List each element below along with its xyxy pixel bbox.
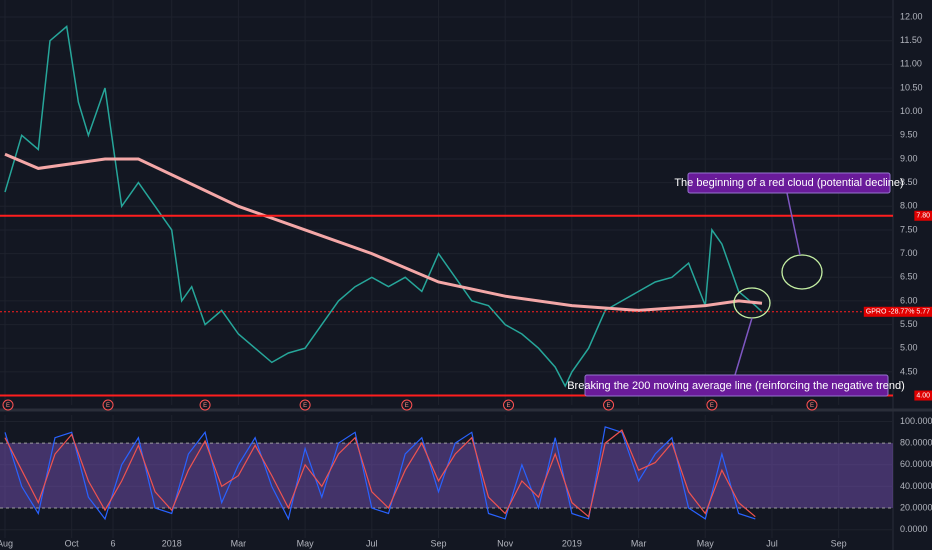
earnings-marker <box>102 399 114 411</box>
x-tick-label: 2018 <box>162 538 182 548</box>
x-tick-label: Jul <box>366 538 378 548</box>
earnings-label: E <box>507 403 511 409</box>
y-tick-label: 0.0000 <box>900 524 928 534</box>
earnings-label: E <box>607 403 611 409</box>
y-tick-label: 7.00 <box>900 248 918 258</box>
earnings-label: E <box>203 403 207 409</box>
x-tick-label: Mar <box>631 538 647 548</box>
y-tick-label: 11.00 <box>900 59 922 69</box>
earnings-marker <box>806 399 818 411</box>
y-tick-label: 11.50 <box>900 35 922 45</box>
price-label: 7.80 <box>916 213 930 220</box>
earnings-label: E <box>710 403 714 409</box>
earnings-marker <box>299 399 311 411</box>
y-tick-label: 9.50 <box>900 130 918 140</box>
earnings-marker <box>706 399 718 411</box>
y-tick-label: 12.00 <box>900 11 923 21</box>
annotation: Breaking the 200 moving average line (re… <box>567 380 905 392</box>
y-tick-label: 9.00 <box>900 153 918 163</box>
x-tick-label: Mar <box>231 538 247 548</box>
series-line <box>4 429 756 518</box>
x-tick-label: Sep <box>430 538 446 548</box>
x-tick-label: May <box>297 538 315 548</box>
earnings-marker <box>603 399 615 411</box>
earnings-marker <box>2 399 14 411</box>
price-label: GPRO -28.77% 5.77 <box>866 309 930 316</box>
x-tick-label: 6 <box>111 538 116 548</box>
price-label-box <box>914 390 932 401</box>
earnings-label: E <box>6 403 10 409</box>
y-tick-label: 60.0000 <box>900 459 932 469</box>
series-line <box>4 426 756 521</box>
annotation-box <box>584 374 889 397</box>
x-tick-label: Nov <box>497 538 514 548</box>
price-label: 4.00 <box>916 392 930 399</box>
earnings-label: E <box>810 403 814 409</box>
x-tick-label: 2019 <box>562 538 582 548</box>
y-tick-label: 8.00 <box>900 201 918 211</box>
earnings-marker <box>503 399 515 411</box>
series-line <box>4 152 763 312</box>
y-tick-label: 80.0000 <box>900 438 932 448</box>
earnings-label: E <box>405 403 409 409</box>
price-label-box <box>914 210 932 221</box>
earnings-label: E <box>106 403 110 409</box>
y-tick-label: 6.00 <box>900 295 918 305</box>
y-tick-label: 20.0000 <box>900 502 932 512</box>
x-tick-label: May <box>697 538 715 548</box>
y-tick-label: 100.0000 <box>900 416 932 426</box>
y-tick-label: 5.00 <box>900 343 918 353</box>
callout-line <box>786 192 801 256</box>
earnings-label: E <box>303 403 307 409</box>
y-tick-label: 5.50 <box>900 319 918 329</box>
x-tick-label: Oct <box>65 538 80 548</box>
stoch-band <box>0 443 893 509</box>
annotation: The beginning of a red cloud (potential … <box>674 177 903 189</box>
y-tick-label: 40.0000 <box>900 481 932 491</box>
annotation-box <box>687 172 891 194</box>
y-tick-label: 10.00 <box>900 106 923 116</box>
y-tick-label: 6.50 <box>900 272 918 282</box>
y-tick-label: 7.50 <box>900 224 918 234</box>
callout-ellipse <box>781 254 823 290</box>
y-tick-label: 8.50 <box>900 177 918 187</box>
earnings-marker <box>401 399 413 411</box>
price-line <box>4 25 763 388</box>
price-label-box <box>863 306 932 317</box>
x-tick-label: Sep <box>831 538 847 548</box>
callout-line <box>734 317 753 376</box>
earnings-marker <box>199 399 211 411</box>
y-tick-label: 4.50 <box>900 366 918 376</box>
x-tick-label: Jul <box>766 538 778 548</box>
x-tick-label: Aug <box>0 538 13 548</box>
y-tick-label: 10.50 <box>900 82 923 92</box>
